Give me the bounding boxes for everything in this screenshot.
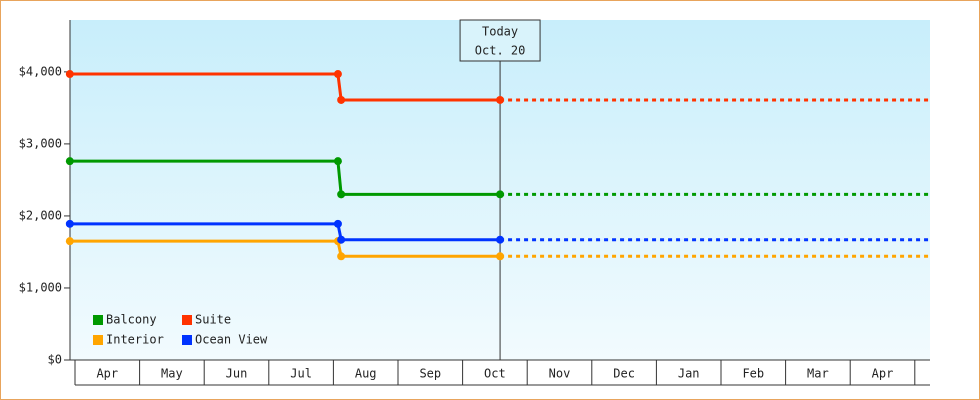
series-line xyxy=(69,159,501,196)
series-point xyxy=(496,95,505,104)
legend-label: Suite xyxy=(195,313,231,327)
x-tick-label: Aug xyxy=(355,367,377,381)
x-tick-label: Apr xyxy=(872,367,894,381)
y-tick-label: $3,000 xyxy=(19,136,62,150)
x-tick-label: Oct xyxy=(484,367,506,381)
x-tick-label: Jul xyxy=(290,367,312,381)
series-line xyxy=(69,222,501,242)
legend-label: Balcony xyxy=(106,313,157,327)
legend-swatch xyxy=(93,335,103,345)
series-point xyxy=(337,252,346,261)
legend-label: Interior xyxy=(106,333,164,347)
series-point xyxy=(333,70,342,79)
series-point xyxy=(496,235,505,244)
y-tick-label: $2,000 xyxy=(19,208,62,222)
series-point xyxy=(65,157,74,166)
legend-label: Ocean View xyxy=(195,333,268,347)
legend-swatch xyxy=(93,315,103,325)
y-tick-label: $1,000 xyxy=(19,280,62,294)
series-point xyxy=(65,237,74,246)
series-point xyxy=(337,235,346,244)
y-tick-label: $4,000 xyxy=(19,64,62,78)
today-label: Today xyxy=(482,25,518,39)
series-point xyxy=(65,70,74,79)
x-tick-label: Dec xyxy=(613,367,635,381)
x-tick-label: Feb xyxy=(742,367,764,381)
today-box xyxy=(459,19,541,62)
today-label: Oct. 20 xyxy=(475,44,526,58)
series-line xyxy=(69,72,501,102)
series-point xyxy=(333,157,342,166)
series-point xyxy=(65,219,74,228)
x-tick-label: Jun xyxy=(226,367,248,381)
legend-swatch xyxy=(182,315,192,325)
series-line xyxy=(69,239,501,258)
series-point xyxy=(337,95,346,104)
x-tick-label: Nov xyxy=(549,367,571,381)
x-tick-label: May xyxy=(161,367,183,381)
series-point xyxy=(337,190,346,199)
series-point xyxy=(333,219,342,228)
x-tick-label: Sep xyxy=(419,367,441,381)
x-tick-label: Jan xyxy=(678,367,700,381)
x-tick-label: Mar xyxy=(807,367,829,381)
series-point xyxy=(496,190,505,199)
series-point xyxy=(496,252,505,261)
y-tick-label: $0 xyxy=(48,353,62,367)
x-tick-label: Apr xyxy=(96,367,118,381)
legend-swatch xyxy=(182,335,192,345)
